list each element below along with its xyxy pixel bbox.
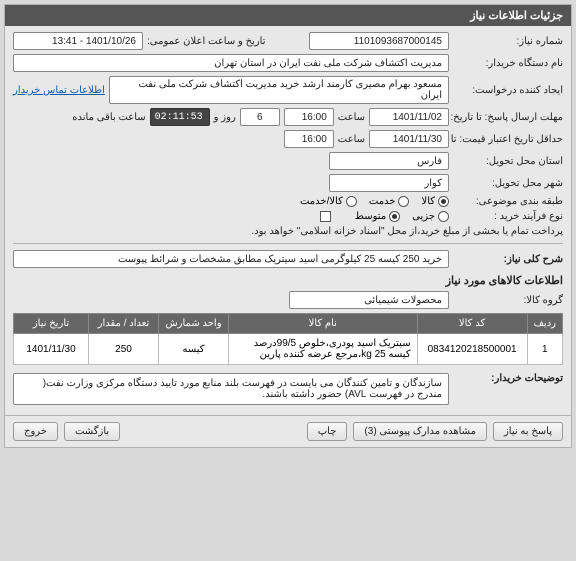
field-notes: سازندگان و تامین کنندگان می بایست در فهر… bbox=[13, 373, 449, 405]
checkbox-payment[interactable] bbox=[320, 211, 331, 222]
field-request-no: 1101093687000145 bbox=[309, 32, 449, 50]
radio-minor-label: جزیی bbox=[412, 211, 435, 222]
contact-info-link[interactable]: اطلاعات تماس خریدار bbox=[13, 85, 105, 96]
back-button[interactable]: بازگشت bbox=[64, 422, 120, 441]
th-name: نام کالا bbox=[229, 314, 418, 334]
label-goods-group: گروه کالا: bbox=[453, 295, 563, 306]
label-buyer-org: نام دستگاه خریدار: bbox=[453, 58, 563, 69]
label-hour-2: ساعت bbox=[338, 134, 365, 145]
th-qty: تعداد / مقدار bbox=[89, 314, 159, 334]
goods-info-title: اطلاعات کالاهای مورد نیاز bbox=[13, 274, 563, 287]
radio-goods-service-input[interactable] bbox=[346, 196, 357, 207]
radio-medium[interactable]: متوسط bbox=[355, 211, 400, 222]
field-province: فارس bbox=[329, 152, 449, 170]
field-quote-date: 1401/11/30 bbox=[369, 130, 449, 148]
field-days-left: 6 bbox=[240, 108, 280, 126]
exit-button[interactable]: خروج bbox=[13, 422, 58, 441]
label-time-remaining: ساعت باقی مانده bbox=[72, 112, 145, 123]
label-province: استان محل تحویل: bbox=[453, 156, 563, 167]
label-payment-note: پرداخت تمام یا بخشی از مبلغ خرید،از محل … bbox=[251, 226, 563, 237]
radio-medium-label: متوسط bbox=[355, 211, 386, 222]
field-deadline-date: 1401/11/02 bbox=[369, 108, 449, 126]
label-day-and: روز و bbox=[214, 112, 236, 123]
label-reply-deadline: مهلت ارسال پاسخ: تا تاریخ: bbox=[453, 112, 563, 123]
label-desc-title: شرح کلی نیاز: bbox=[453, 254, 563, 265]
field-goods-group: محصولات شیمیائی bbox=[289, 291, 449, 309]
th-code: کد کالا bbox=[417, 314, 527, 334]
label-notes: توضیحات خریدار: bbox=[453, 373, 563, 384]
field-deadline-hour: 16:00 bbox=[284, 108, 334, 126]
field-requester: مسعود بهرام مصیری کارمند ارشد خرید مدیری… bbox=[109, 76, 449, 104]
td-date: 1401/11/30 bbox=[14, 334, 89, 365]
radio-goods-input[interactable] bbox=[438, 196, 449, 207]
goods-table: ردیف کد کالا نام کالا واحد شمارش تعداد /… bbox=[13, 313, 563, 365]
label-city: شهر محل تحویل: bbox=[453, 178, 563, 189]
print-button[interactable]: چاپ bbox=[307, 422, 348, 441]
td-name: سیتریک اسید پودری،خلوص 99/5درصد کیسه 25 … bbox=[229, 334, 418, 365]
label-hour-1: ساعت bbox=[338, 112, 365, 123]
td-code: 0834120218500001 bbox=[417, 334, 527, 365]
radio-service-input[interactable] bbox=[398, 196, 409, 207]
bottom-bar: پاسخ به نیاز مشاهده مدارک پیوستی (3) چاپ… bbox=[5, 415, 571, 447]
td-qty: 250 bbox=[89, 334, 159, 365]
th-row: ردیف bbox=[527, 314, 562, 334]
radio-goods[interactable]: کالا bbox=[421, 196, 449, 207]
category-radio-group: کالا خدمت کالا/خدمت bbox=[300, 196, 449, 207]
divider-1 bbox=[13, 243, 563, 244]
th-date: تاریخ نیاز bbox=[14, 314, 89, 334]
radio-service[interactable]: خدمت bbox=[369, 196, 410, 207]
label-category: طبقه بندی موضوعی: bbox=[453, 196, 563, 207]
field-quote-hour: 16:00 bbox=[284, 130, 334, 148]
label-process-type: نوع فرآیند خرید : bbox=[453, 211, 563, 222]
reply-button[interactable]: پاسخ به نیاز bbox=[493, 422, 563, 441]
td-row: 1 bbox=[527, 334, 562, 365]
td-unit: کیسه bbox=[159, 334, 229, 365]
panel-header: جزئیات اطلاعات نیاز bbox=[5, 5, 571, 26]
label-quote-validity: حداقل تاریخ اعتبار قیمت: تا تاریخ: bbox=[453, 134, 563, 145]
table-header-row: ردیف کد کالا نام کالا واحد شمارش تعداد /… bbox=[14, 314, 563, 334]
table-row: 1 0834120218500001 سیتریک اسید پودری،خلو… bbox=[14, 334, 563, 365]
field-buyer-org: مدیریت اکتشاف شرکت ملی نفت ایران در استا… bbox=[13, 54, 449, 72]
process-radio-group: جزیی متوسط bbox=[355, 211, 449, 222]
radio-service-label: خدمت bbox=[369, 196, 396, 207]
radio-goods-service-label: کالا/خدمت bbox=[300, 196, 343, 207]
field-desc: خرید 250 کیسه 25 کیلوگرمی اسید سیتریک مط… bbox=[13, 250, 449, 268]
radio-goods-service[interactable]: کالا/خدمت bbox=[300, 196, 357, 207]
attachments-button[interactable]: مشاهده مدارک پیوستی (3) bbox=[353, 422, 487, 441]
field-city: کوار bbox=[329, 174, 449, 192]
label-announce-datetime: تاریخ و ساعت اعلان عمومی: bbox=[147, 36, 266, 47]
field-announce-datetime: 1401/10/26 - 13:41 bbox=[13, 32, 143, 50]
field-time-left: 02:11:53 bbox=[150, 108, 210, 126]
radio-medium-input[interactable] bbox=[389, 211, 400, 222]
label-request-no: شماره نیاز: bbox=[453, 36, 563, 47]
radio-minor-input[interactable] bbox=[438, 211, 449, 222]
th-unit: واحد شمارش bbox=[159, 314, 229, 334]
radio-goods-label: کالا bbox=[421, 196, 435, 207]
main-panel: جزئیات اطلاعات نیاز شماره نیاز: 11010936… bbox=[4, 4, 572, 448]
radio-minor[interactable]: جزیی bbox=[412, 211, 449, 222]
label-requester: ایجاد کننده درخواست: bbox=[453, 85, 563, 96]
